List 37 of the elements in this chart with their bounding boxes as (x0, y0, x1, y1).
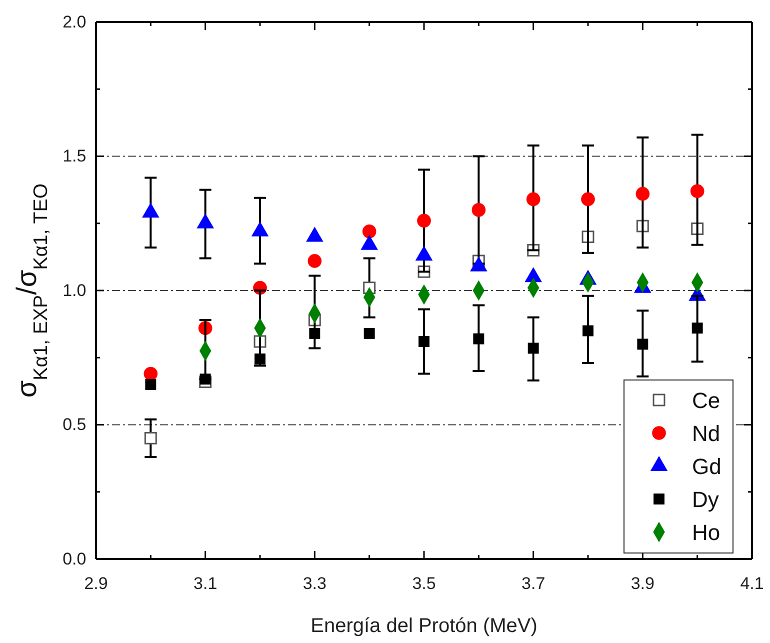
legend-label: Dy (692, 487, 719, 512)
point (473, 333, 484, 344)
point (690, 184, 704, 198)
y-tick-label: 0.5 (62, 415, 86, 434)
point (364, 328, 375, 339)
y-tick-label: 1.0 (62, 280, 86, 300)
point (472, 203, 486, 217)
point (308, 254, 322, 268)
legend-label: Ce (692, 388, 720, 413)
point (692, 322, 703, 334)
x-axis-title: Energía del Protón (MeV) (310, 615, 538, 637)
point (581, 192, 595, 206)
x-tick-label: 3.1 (194, 574, 218, 594)
legend-label: Ho (692, 520, 720, 545)
x-tick-label: 3.3 (302, 574, 326, 594)
x-tick-label: 3.7 (522, 574, 546, 594)
point (528, 342, 539, 354)
point (200, 374, 211, 385)
point (637, 338, 648, 350)
x-tick-label: 3.9 (630, 574, 654, 594)
y-tick-label: 2.0 (62, 12, 86, 32)
point (582, 325, 594, 336)
legend-label: Gd (692, 454, 722, 479)
x-tick-label: 2.9 (84, 574, 108, 594)
point (417, 214, 431, 228)
point (144, 366, 158, 381)
point (362, 224, 376, 238)
x-tick-label: 4.1 (740, 574, 764, 594)
x-tick-label: 3.5 (412, 574, 436, 594)
point (144, 432, 157, 444)
legend-label: Nd (692, 421, 720, 446)
point (636, 186, 650, 201)
y-tick-label: 1.5 (62, 146, 86, 166)
point (145, 379, 156, 390)
point (418, 336, 430, 347)
y-tick-label: 0.0 (62, 549, 86, 568)
point (526, 192, 540, 206)
